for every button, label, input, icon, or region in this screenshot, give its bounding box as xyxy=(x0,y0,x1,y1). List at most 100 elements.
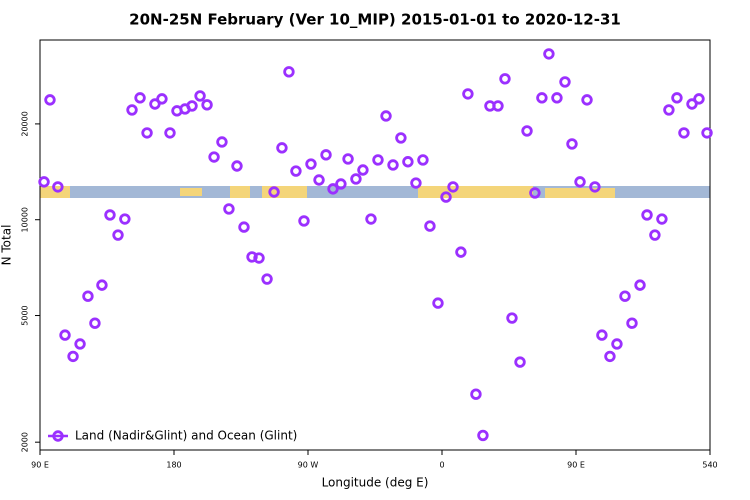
point xyxy=(432,297,444,309)
point xyxy=(149,98,161,110)
point xyxy=(559,76,571,88)
point xyxy=(320,149,332,161)
point xyxy=(134,92,146,104)
point xyxy=(112,229,124,241)
point xyxy=(470,388,482,400)
y-tick-label: 5000 xyxy=(21,305,30,325)
point xyxy=(276,142,288,154)
point xyxy=(455,246,467,258)
point xyxy=(74,338,86,350)
legend-label: Land (Nadir&Glint) and Ocean (Glint) xyxy=(75,429,297,443)
point xyxy=(686,98,698,110)
point xyxy=(514,356,526,368)
point xyxy=(305,158,317,170)
point xyxy=(119,213,131,225)
point xyxy=(261,273,273,285)
point xyxy=(693,93,705,105)
point xyxy=(216,136,228,148)
point xyxy=(365,213,377,225)
point xyxy=(96,279,108,291)
point xyxy=(59,329,71,341)
point xyxy=(141,127,153,139)
y-tick-label: 2000 xyxy=(21,432,30,452)
point xyxy=(231,160,243,172)
point xyxy=(38,176,50,188)
plot-frame xyxy=(39,39,711,451)
chart-title: 20N-25N February (Ver 10_MIP) 2015-01-01… xyxy=(129,11,621,29)
map-strip xyxy=(40,186,710,198)
point xyxy=(506,312,518,324)
point xyxy=(626,317,638,329)
x-tick-label: 0 xyxy=(439,461,444,470)
x-tick-label: 540 xyxy=(702,461,717,470)
point xyxy=(327,183,339,195)
point xyxy=(268,186,280,198)
point xyxy=(156,93,168,105)
point xyxy=(201,99,213,111)
point xyxy=(543,48,555,60)
point xyxy=(380,110,392,122)
x-tick-label: 180 xyxy=(166,461,181,470)
point xyxy=(313,174,325,186)
point xyxy=(499,73,511,85)
point xyxy=(410,177,422,189)
x-tick-label: 90 E xyxy=(567,461,585,470)
point xyxy=(298,215,310,227)
x-tick-label: 90 W xyxy=(298,461,319,470)
point xyxy=(253,252,265,264)
point xyxy=(208,151,220,163)
legend-marker xyxy=(52,430,64,442)
y-tick-label: 20000 xyxy=(21,111,30,136)
point xyxy=(529,187,541,199)
point xyxy=(417,154,429,166)
point xyxy=(89,317,101,329)
y-tick-label: 10000 xyxy=(21,207,30,232)
point xyxy=(350,173,362,185)
point xyxy=(649,229,661,241)
point xyxy=(671,92,683,104)
point xyxy=(82,290,94,302)
point xyxy=(104,209,116,221)
point xyxy=(589,181,601,193)
point xyxy=(521,125,533,137)
point xyxy=(492,100,504,112)
point xyxy=(164,127,176,139)
point xyxy=(656,213,668,225)
point xyxy=(395,132,407,144)
point xyxy=(342,153,354,165)
point xyxy=(440,191,452,203)
point xyxy=(641,209,653,221)
point xyxy=(290,165,302,177)
point xyxy=(462,88,474,100)
point xyxy=(477,429,489,442)
point xyxy=(447,181,459,193)
point xyxy=(387,159,399,171)
y-axis-label: N Total xyxy=(0,225,14,266)
x-tick-label: 90 E xyxy=(31,461,49,470)
point xyxy=(238,221,250,233)
point xyxy=(223,203,235,215)
point xyxy=(566,138,578,150)
point xyxy=(551,92,563,104)
point xyxy=(604,350,616,363)
point xyxy=(67,350,79,363)
point xyxy=(611,338,623,350)
point xyxy=(402,156,414,168)
point xyxy=(536,92,548,104)
point xyxy=(357,164,369,176)
point xyxy=(283,66,295,78)
point xyxy=(663,104,675,116)
point xyxy=(678,127,690,139)
point xyxy=(126,104,138,116)
point xyxy=(619,290,631,302)
point xyxy=(246,251,258,263)
point xyxy=(44,94,56,106)
point xyxy=(574,176,586,188)
point xyxy=(194,90,206,102)
point xyxy=(424,220,436,232)
point xyxy=(596,329,608,341)
point xyxy=(581,94,593,106)
point xyxy=(52,181,64,193)
point xyxy=(634,279,646,291)
